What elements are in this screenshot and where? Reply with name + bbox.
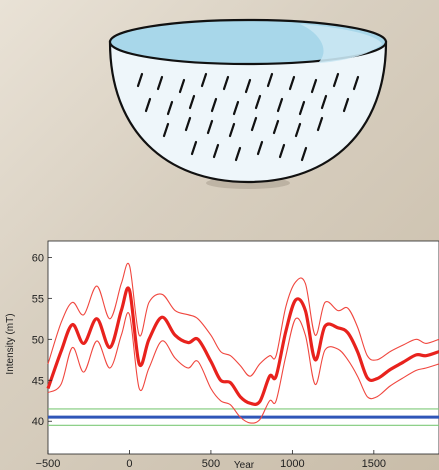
- glaze-mark: [184, 116, 192, 132]
- x-tick-label: −500: [36, 458, 61, 470]
- glaze-mark: [156, 75, 164, 91]
- glaze-mark: [276, 97, 284, 113]
- glaze-mark: [162, 122, 170, 138]
- y-tick-label: 45: [32, 375, 44, 387]
- glaze-mark: [254, 94, 262, 110]
- glaze-mark: [178, 78, 186, 94]
- bowl-icon: [108, 18, 388, 189]
- glaze-mark: [298, 100, 306, 116]
- series-mean-line: [46, 286, 439, 406]
- glaze-mark: [228, 122, 236, 138]
- glaze-mark: [210, 97, 218, 113]
- glaze-mark: [266, 72, 274, 88]
- series-lower-line: [47, 312, 439, 424]
- glaze-mark: [222, 75, 230, 91]
- hlines: [48, 408, 439, 426]
- y-ticks: 40 45 50 55 60: [32, 252, 52, 428]
- glaze-mark: [232, 100, 240, 116]
- y-tick-label: 40: [32, 416, 44, 428]
- y-tick-label: 50: [32, 334, 44, 346]
- chart: −500 0 500 1000 1500 40 45 50 55 60 Year Intensi…: [5, 240, 439, 470]
- y-tick-label: 55: [32, 293, 44, 305]
- x-tick-label: 0: [126, 458, 132, 470]
- glaze-mark: [200, 72, 208, 88]
- plot-area: [47, 240, 439, 455]
- glaze-mark: [188, 94, 196, 110]
- glaze-mark: [288, 75, 296, 91]
- bowl-body: [108, 40, 388, 184]
- glaze-mark: [310, 78, 318, 94]
- glaze-mark: [166, 100, 174, 116]
- glaze-mark: [294, 122, 302, 138]
- glaze-mark: [342, 97, 350, 113]
- series-upper-line: [47, 262, 439, 377]
- glaze-mark: [352, 75, 360, 91]
- glaze-mark: [212, 143, 220, 159]
- y-axis-label: Intensity (mT): [5, 313, 16, 374]
- x-axis-label: Year: [234, 460, 255, 470]
- glaze-mark: [300, 146, 308, 162]
- glaze-mark: [332, 72, 340, 88]
- glaze-mark: [272, 119, 280, 135]
- glaze-mark: [256, 140, 264, 156]
- glaze-mark: [206, 119, 214, 135]
- bowl-glaze-marks: [136, 72, 360, 162]
- glaze-mark: [244, 78, 252, 94]
- x-tick-label: 500: [202, 458, 220, 470]
- series-layer: [46, 262, 439, 424]
- glaze-mark: [320, 94, 328, 110]
- x-tick-label: 1500: [362, 458, 386, 470]
- glaze-mark: [234, 146, 242, 162]
- glaze-mark: [278, 143, 286, 159]
- glaze-mark: [190, 140, 198, 156]
- x-ticks: −500 0 500 1000 1500: [36, 450, 386, 470]
- glaze-mark: [316, 116, 324, 132]
- glaze-mark: [144, 97, 152, 113]
- x-tick-label: 1000: [280, 458, 304, 470]
- glaze-mark: [136, 72, 144, 88]
- bowl-rim-highlight: [300, 24, 382, 63]
- y-tick-label: 60: [32, 252, 44, 264]
- glaze-mark: [250, 116, 258, 132]
